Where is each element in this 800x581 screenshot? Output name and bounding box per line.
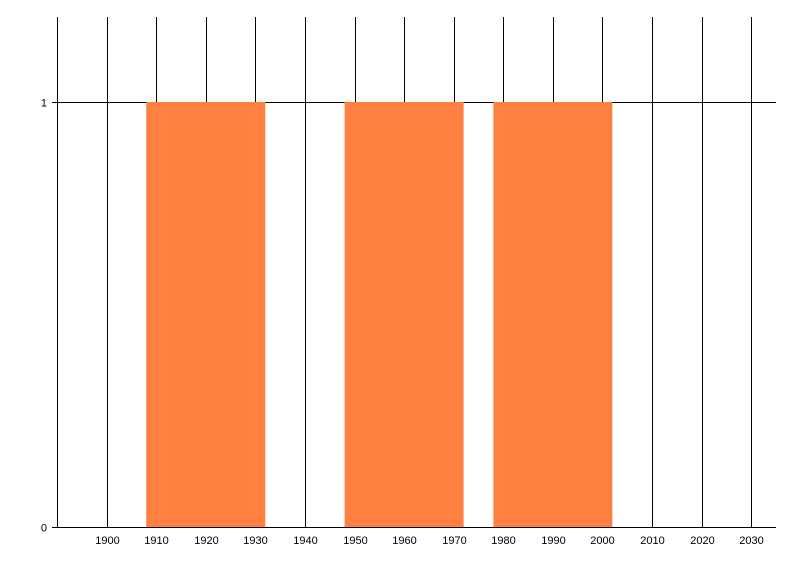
x-tick-label: 2000 [590, 535, 614, 547]
bars [146, 102, 613, 527]
bar [344, 102, 464, 527]
x-tick-label: 2010 [640, 535, 664, 547]
x-tick-label: 2030 [739, 535, 763, 547]
x-tick-label: 2020 [690, 535, 714, 547]
axes [57, 17, 776, 528]
x-tick-label: 1940 [293, 535, 317, 547]
x-tick-label: 1930 [243, 535, 267, 547]
x-tick-label: 1960 [392, 535, 416, 547]
y-tick-label: 0 [41, 523, 47, 535]
x-tick-label: 1950 [343, 535, 367, 547]
x-tick-label: 1980 [491, 535, 515, 547]
tick-labels: 1900 1910 1920 1930 1940 1950 1960 1970 1980 1990… [41, 98, 764, 548]
x-tick-label: 1970 [442, 535, 466, 547]
x-tick-label: 1900 [95, 535, 119, 547]
bar [146, 102, 266, 527]
bar [493, 102, 613, 527]
x-tick-label: 1910 [144, 535, 168, 547]
x-tick-label: 1990 [541, 535, 565, 547]
y-tick-label: 1 [41, 98, 47, 110]
x-tick-label: 1920 [194, 535, 218, 547]
